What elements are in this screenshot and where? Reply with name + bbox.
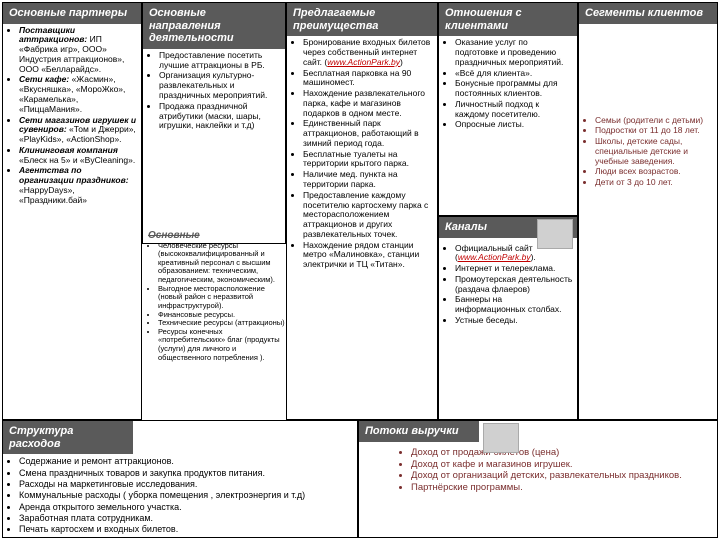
content-channels: Официальный сайт (www.ActionPark.by).Инт… [439,242,577,329]
value-item: Бронирование входных билетов через собст… [303,38,433,67]
segment-item: Люди всех возрастов. [595,167,713,177]
cube-icon [483,423,519,453]
content-relations: Оказание услуг по подготовке и проведени… [439,36,577,133]
cost-item: Аренда открытого земельного участка. [19,502,353,512]
header-resources: Основные [148,230,200,241]
channel-item: Баннеры на информационных столбах. [455,295,573,315]
channel-item: Промоутерская деятельность (раздача флае… [455,275,573,295]
revenue-item: Партнёрские программы. [411,483,713,494]
header-relations: Отношения с клиентами [439,3,577,36]
value-item: Бесплатные туалеты на территории крытого… [303,150,433,170]
business-model-canvas: Основные партнеры Поставщики аттракционо… [0,0,720,540]
header-activities: Основные направления деятельности [143,3,285,49]
cost-item: Коммунальные расходы ( уборка помещения … [19,490,353,500]
cost-item: Смена праздничных товаров и закупка прод… [19,468,353,478]
header-revenue: Потоки выручки [359,421,479,442]
content-costs: Содержание и ремонт аттракционов. Смена п… [3,454,357,537]
partner-item: Сети магазинов игрушек и сувениров: «Том… [19,116,137,145]
content-revenue: Доход от продажи билетов (цена)Доход от … [359,442,717,498]
header-segments: Сегменты клиентов [579,3,717,24]
channel-item: Устные беседы. [455,316,573,326]
relation-item: Бонусные программы для постоянных клиент… [455,79,573,99]
block-activities: Основные направления деятельности Предос… [142,2,286,244]
segment-item: Подростки от 11 до 18 лет. [595,126,713,136]
cost-item: Расходы на маркетинговые исследования. [19,479,353,489]
header-costs: Структура расходов [3,421,133,454]
activity-item: Организация культурно-развлекательных и … [159,71,281,100]
header-value: Предлагаемые преимущества [287,3,437,36]
segment-item: Дети от 3 до 10 лет. [595,178,713,188]
resource-item: Выгодное месторасположение (новый район … [158,285,290,311]
revenue-item: Доход от продажи билетов (цена) [411,448,713,459]
truck-icon [537,219,573,249]
relation-item: Опросные листы. [455,120,573,130]
content-value: Бронирование входных билетов через собст… [287,36,437,273]
segment-item: Семьи (родители с детьми) [595,116,713,126]
block-partners: Основные партнеры Поставщики аттракционо… [2,2,142,420]
value-item: Наличие мед. пункта на территории парка. [303,170,433,190]
resource-item: Человеческие ресурсы (высококвалифициров… [158,242,290,285]
partner-item: Сети кафе: «Жасмин», «Вкусняшка», «МороЖ… [19,75,137,114]
value-item: Единственный парк аттракционов, работающ… [303,119,433,148]
relation-item: Оказание услуг по подготовке и проведени… [455,38,573,67]
block-relations: Отношения с клиентами Оказание услуг по … [438,2,578,216]
partner-item: Клининговая компания «Блеск на 5» и «ByC… [19,146,137,166]
resource-item: Ресурсы конечных «потребительских» благ … [158,328,290,363]
segment-item: Школы, детские сады, специальные детские… [595,137,713,166]
header-partners: Основные партнеры [3,3,141,24]
revenue-item: Доход от организаций детских, развлекате… [411,471,713,482]
value-item: Бесплатная парковка на 90 машиномест. [303,69,433,89]
relation-item: «Всё для клиента». [455,69,573,79]
partner-item: Поставщики аттракционов: ИП «Фабрика игр… [19,26,137,75]
value-item: Предоставление каждому посетителю картос… [303,191,433,240]
cost-item: Содержание и ремонт аттракционов. [19,456,353,466]
content-partners: Поставщики аттракционов: ИП «Фабрика игр… [3,24,141,209]
value-item: Нахождение развлекательного парка, кафе … [303,89,433,118]
value-item: Нахождение рядом станции метро «Малиновк… [303,241,433,270]
cost-item: Заработная плата сотрудникам. [19,513,353,523]
partner-item: Агентства по организации праздников: «Ha… [19,166,137,205]
block-value: Предлагаемые преимущества Бронирование в… [286,2,438,420]
block-segments: Сегменты клиентов Семьи (родители с деть… [578,2,718,420]
activity-item: Предоставление посетить лучшие аттракцио… [159,51,281,71]
cost-item: Печать картосхем и входных билетов. [19,524,353,534]
content-activities: Предоставление посетить лучшие аттракцио… [143,49,285,134]
block-revenue: Потоки выручки Доход от продажи билетов … [358,420,718,538]
revenue-item: Доход от кафе и магазинов игрушек. [411,460,713,471]
content-segments: Семьи (родители с детьми)Подростки от 11… [579,114,717,191]
relation-item: Личностный подход к каждому посетителю. [455,100,573,120]
activity-item: Продажа праздничной атрибутики (маски, ш… [159,102,281,131]
block-channels: Каналы Официальный сайт (www.ActionPark.… [438,216,578,420]
block-costs: Структура расходов Содержание и ремонт а… [2,420,358,538]
channel-item: Интернет и телереклама. [455,264,573,274]
block-resources: Основные Человеческие ресурсы (высококва… [146,228,292,364]
